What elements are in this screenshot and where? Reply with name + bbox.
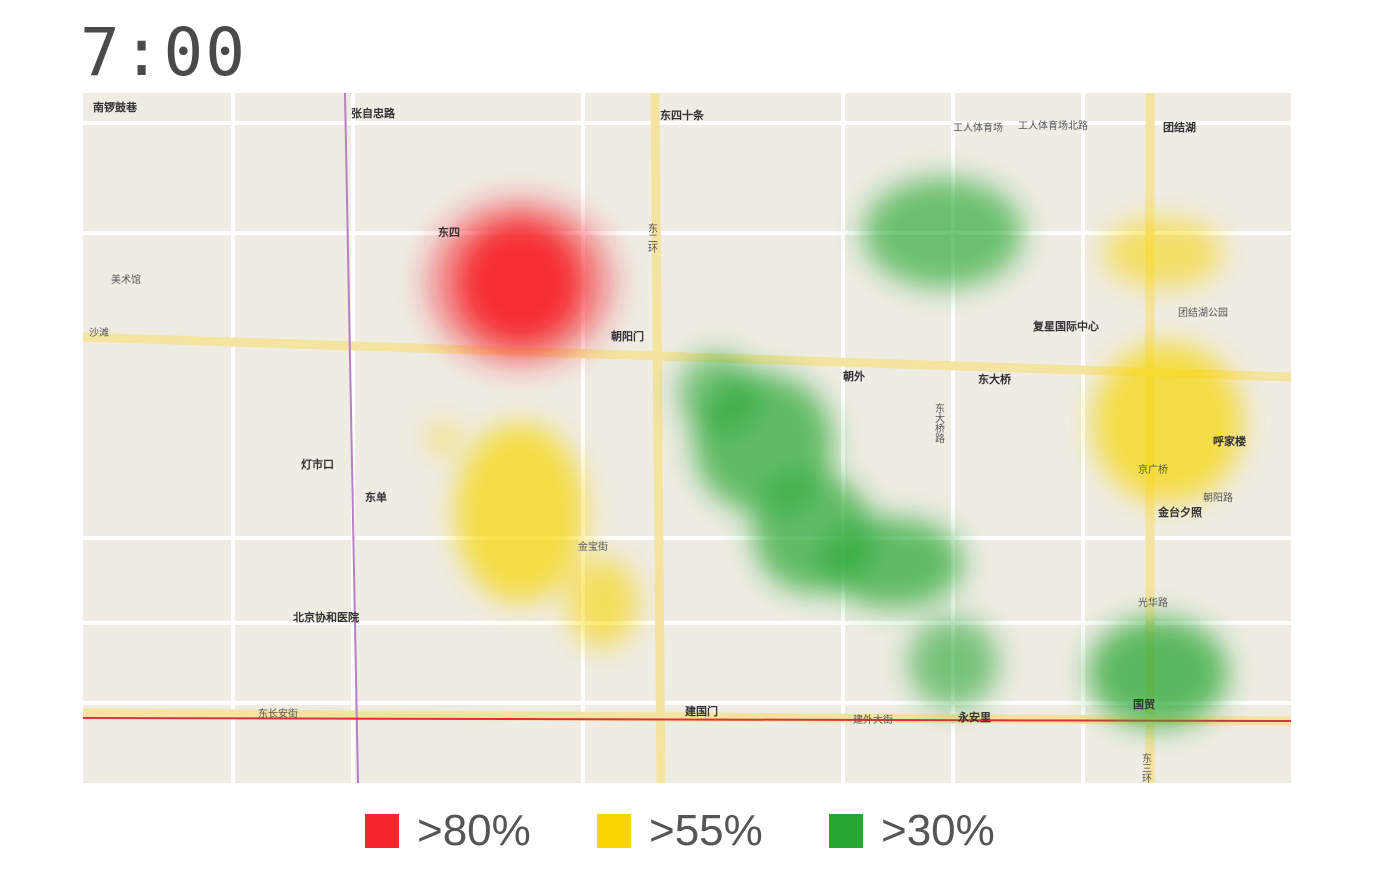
subway-line (344, 93, 359, 783)
heat-blob (568, 558, 638, 648)
legend-label: >30% (881, 806, 995, 855)
heat-blob (458, 221, 582, 345)
map-label: 光华路 (1138, 596, 1168, 609)
legend: >80% >55% >30% (0, 805, 1376, 865)
map-label: 工人体育场北路 (1018, 119, 1088, 132)
map-label: 金台夕照 (1157, 505, 1202, 519)
map-label: 东四 (438, 225, 460, 239)
map-label: 北京协和医院 (293, 610, 359, 624)
map-label: 朝阳门 (611, 329, 644, 343)
heat-blob (908, 618, 998, 708)
legend-entry: >80% (365, 805, 531, 857)
map-label: 东四十条 (660, 108, 705, 122)
map-label: 东长安街 (258, 707, 298, 720)
map-label: 南锣鼓巷 (93, 100, 138, 114)
map-label: 建国门 (685, 704, 718, 718)
map-label: 永安里 (957, 710, 991, 724)
heat-blob (455, 423, 585, 603)
heat-blob (1103, 218, 1223, 288)
legend-entry: >30% (829, 805, 995, 857)
map-label: 金宝街 (578, 540, 608, 553)
map-label: 朝外 (843, 369, 865, 383)
subway-line (83, 717, 1291, 722)
map-label: 朝阳路 (1203, 491, 1233, 504)
map-label: 东大桥路 (933, 402, 945, 444)
map-label: 灯市口 (301, 457, 334, 471)
map-label: 东单 (365, 490, 387, 504)
map-label: 东二环 (646, 222, 658, 254)
legend-swatch (597, 814, 631, 848)
map-label: 美术馆 (111, 273, 141, 286)
map-label: 团结湖 (1163, 120, 1196, 134)
heat-blob (863, 178, 1023, 288)
legend-label: >80% (417, 806, 531, 855)
map-label: 呼家楼 (1213, 434, 1246, 448)
map-label: 东大桥 (978, 372, 1012, 386)
legend-entry: >55% (597, 805, 763, 857)
legend-swatch (829, 814, 863, 848)
map-label: 复星国际中心 (1032, 319, 1099, 333)
map-label: 东三环 (1140, 752, 1152, 783)
heat-layer (425, 178, 1243, 728)
map-label: 建外大街 (853, 713, 893, 726)
legend-swatch (365, 814, 399, 848)
heat-blob (1088, 618, 1228, 728)
map-label: 京广桥 (1138, 463, 1168, 476)
heat-blob (429, 424, 457, 452)
map-labels: 南锣鼓巷 张自忠路 东四十条 东四 朝阳门 朝外 东大桥 灯市口 东单 建国门 … (89, 100, 1246, 783)
time-label: 7:00 (80, 14, 247, 91)
heat-blob (678, 353, 758, 433)
map-label: 张自忠路 (351, 106, 396, 120)
map-label: 团结湖公园 (1178, 306, 1228, 319)
legend-label: >55% (649, 806, 763, 855)
map-label: 沙滩 (89, 326, 109, 339)
heat-blob (1093, 343, 1243, 503)
map-label: 国贸 (1133, 697, 1155, 711)
map-label: 工人体育场 (953, 121, 1003, 134)
map: 南锣鼓巷 张自忠路 东四十条 东四 朝阳门 朝外 东大桥 灯市口 东单 建国门 … (83, 93, 1291, 783)
heat-blob (823, 518, 963, 608)
